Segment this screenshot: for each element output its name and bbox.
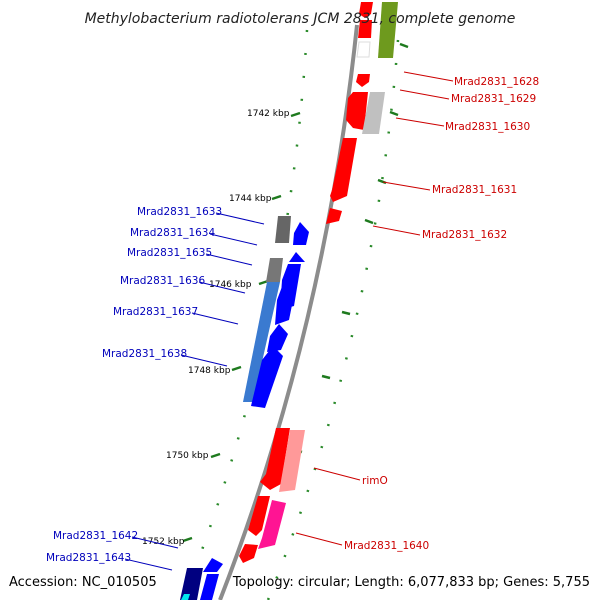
ruler-label-1746: 1746 kbp [209,280,252,290]
gene-arrow[interactable] [330,138,357,202]
reverse-genes [180,216,309,600]
genome-summary-text: Topology: circular; Length: 6,077,833 bp… [232,575,590,590]
gene-arrow[interactable] [326,208,342,224]
gene-arrow[interactable] [200,574,219,600]
gene-arrow[interactable] [243,282,280,402]
gene-arrow[interactable] [346,92,368,130]
forward-genes [239,2,398,563]
gene-arrow[interactable] [275,284,295,325]
gene-label-mrad2831-1628[interactable]: Mrad2831_1628 [454,76,539,88]
gene-label-mrad2831-1633[interactable]: Mrad2831_1633 [137,206,222,218]
gene-arrow[interactable] [356,74,370,87]
gene-label-mrad2831-1642[interactable]: Mrad2831_1642 [53,530,138,542]
gene-arrow[interactable] [289,252,305,262]
forward-labels: Mrad2831_1628 Mrad2831_1629 Mrad2831_163… [295,71,539,552]
gene-arrow[interactable] [239,544,258,563]
gene-arrow[interactable] [181,594,190,600]
reverse-labels: Mrad2831_1633 Mrad2831_1634 Mrad2831_163… [46,206,265,571]
gene-arrow[interactable] [293,222,309,245]
gene-arrow[interactable] [356,41,371,58]
ruler-label-1748: 1748 kbp [188,366,231,376]
gene-label-mrad2831-1632[interactable]: Mrad2831_1632 [422,229,507,241]
gene-label-mrad2831-1630[interactable]: Mrad2831_1630 [445,121,530,133]
genome-backbone [218,24,359,600]
gene-label-mrad2831-1635[interactable]: Mrad2831_1635 [127,247,212,259]
gene-arrow[interactable] [378,2,398,58]
ruler-label-1744: 1744 kbp [229,194,272,204]
gene-label-mrad2831-1640[interactable]: Mrad2831_1640 [344,540,429,552]
gene-label-mrad2831-1638[interactable]: Mrad2831_1638 [102,348,187,360]
gene-label-mrad2831-1637[interactable]: Mrad2831_1637 [113,306,198,318]
gene-label-rimo[interactable]: rimO [362,475,388,487]
gene-arrow[interactable] [266,258,283,282]
gene-label-mrad2831-1636[interactable]: Mrad2831_1636 [120,275,205,287]
gene-arrow[interactable] [180,568,203,600]
accession-text: Accession: NC_010505 [9,575,157,590]
gene-arrow[interactable] [279,430,305,492]
ruler-label-1752: 1752 kbp [142,537,185,547]
gene-arrow[interactable] [267,324,288,352]
gene-arrow[interactable] [258,500,286,549]
ruler-label-1750: 1750 kbp [166,451,209,461]
gene-label-mrad2831-1629[interactable]: Mrad2831_1629 [451,93,536,105]
gene-arrow[interactable] [251,346,283,408]
gene-arrow[interactable] [362,92,385,134]
gene-arrow[interactable] [203,558,223,572]
gene-label-mrad2831-1631[interactable]: Mrad2831_1631 [432,184,517,196]
gene-arrow[interactable] [359,2,373,18]
ruler-label-1742: 1742 kbp [247,109,290,119]
gene-label-mrad2831-1643[interactable]: Mrad2831_1643 [46,552,131,564]
gene-arrow[interactable] [358,20,372,38]
gene-arrow[interactable] [248,496,270,536]
gene-arrow[interactable] [275,216,291,243]
map-title: Methylobacterium radiotolerans JCM 2831,… [85,11,516,27]
gene-label-mrad2831-1634[interactable]: Mrad2831_1634 [130,227,215,239]
